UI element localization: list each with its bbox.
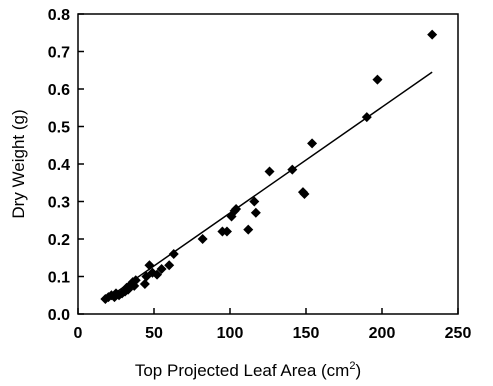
x-tick-label: 0	[74, 325, 83, 342]
y-tick-label: 0.0	[48, 307, 70, 324]
x-axis-title: Top Projected Leaf Area (cm2)	[135, 360, 361, 380]
data-point	[130, 275, 141, 286]
data-point	[307, 138, 318, 149]
y-tick-label: 0.5	[48, 120, 70, 137]
data-point	[243, 224, 254, 235]
data-point	[249, 196, 260, 207]
x-axis: 0 50 100 150 200 250	[74, 308, 472, 342]
data-point	[168, 249, 179, 259]
x-tick-label: 100	[217, 325, 244, 342]
data-point	[231, 204, 242, 214]
data-point	[144, 260, 155, 271]
data-point	[372, 74, 383, 85]
data-point	[156, 264, 167, 274]
y-tick-label: 0.6	[48, 82, 70, 99]
data-point	[427, 29, 438, 40]
y-tick-label: 0.1	[48, 270, 70, 287]
y-tick-label: 0.4	[48, 157, 70, 174]
data-point	[299, 189, 310, 199]
data-point	[164, 260, 175, 271]
data-point	[139, 279, 150, 289]
y-axis-title: Dry Weight (g)	[9, 109, 28, 218]
plot-frame	[77, 13, 459, 315]
y-tick-label: 0.7	[48, 45, 70, 62]
data-point	[152, 269, 163, 280]
data-point	[197, 234, 208, 244]
x-tick-label: 250	[445, 325, 472, 342]
data-point	[250, 207, 261, 218]
y-axis: 0.0 0.1 0.2 0.3 0.4 0.5 0.6 0.7 0.8	[48, 7, 84, 324]
x-tick-label: 200	[369, 325, 396, 342]
data-point	[264, 166, 275, 177]
y-tick-label: 0.2	[48, 232, 70, 249]
x-tick-label: 50	[145, 325, 163, 342]
x-tick-label: 150	[293, 325, 320, 342]
x-axis-title-end: )	[355, 361, 361, 380]
y-tick-label: 0.8	[48, 7, 70, 24]
data-points	[100, 29, 438, 304]
x-axis-title-sup: 2	[349, 360, 355, 372]
data-point	[361, 112, 372, 123]
y-tick-label: 0.3	[48, 195, 70, 212]
x-axis-title-main: Top Projected Leaf Area (cm	[135, 361, 350, 380]
regression-line	[103, 71, 433, 302]
data-point	[221, 226, 232, 237]
data-point	[287, 164, 298, 175]
